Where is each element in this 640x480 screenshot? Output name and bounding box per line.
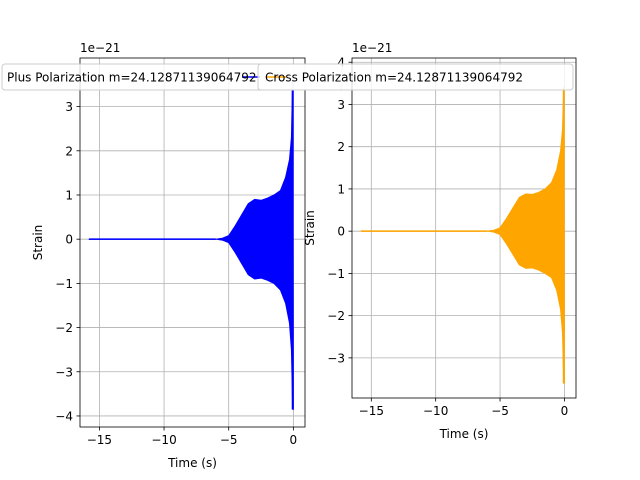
cross-x-tick-label-1: −10 <box>423 404 448 418</box>
plus-x-tick-label-1: −10 <box>151 433 176 447</box>
plus-y-tick-label-2: −2 <box>55 321 73 335</box>
cross-x-axis-label: Time (s) <box>439 427 489 441</box>
cross-y-tick-label-0: −3 <box>327 351 345 365</box>
plus-y-tick-label-4: 0 <box>65 233 73 247</box>
plus-axes-frame <box>79 57 306 428</box>
plus-y-ticks: −4 −3 −2 −1 0 1 2 3 <box>55 100 80 423</box>
cross-strain-series <box>360 87 565 384</box>
cross-legend-box <box>257 63 574 91</box>
cross-y-tick-label-7: 4 <box>337 56 345 70</box>
cross-series-band <box>360 87 565 384</box>
cross-x-tick-label-3: 0 <box>561 404 569 418</box>
cross-x-tick-label-2: −5 <box>491 404 509 418</box>
cross-y-tick-label-2: −1 <box>327 267 345 281</box>
plus-legend-label: Plus Polarization m=24.12871139064792 <box>7 71 257 85</box>
cross-offset-text: 1e−21 <box>352 41 392 55</box>
cross-y-tick-label-4: 1 <box>337 182 345 196</box>
plus-y-tick-label-3: −1 <box>55 277 73 291</box>
cross-y-axis-label: Strain <box>303 210 317 246</box>
plus-y-tick-label-5: 1 <box>65 188 73 202</box>
cross-legend-label: Cross Polarization m=24.12871139064792 <box>265 71 523 85</box>
plus-x-tick-label-0: −15 <box>87 433 112 447</box>
cross-legend: Cross Polarization m=24.12871139064792 <box>257 63 574 91</box>
plus-x-tick-label-2: −5 <box>220 433 238 447</box>
plus-x-tick-label-3: 0 <box>290 433 298 447</box>
cross-y-tick-label-3: 0 <box>337 225 345 239</box>
plus-strain-series <box>88 75 294 410</box>
cross-x-ticks: −15 −10 −5 0 <box>359 398 569 418</box>
cross-y-tick-label-1: −2 <box>327 309 345 323</box>
cross-x-tick-label-0: −15 <box>359 404 384 418</box>
cross-axes-frame <box>351 57 577 399</box>
plus-y-tick-label-7: 3 <box>65 100 73 114</box>
plus-y-tick-label-0: −4 <box>55 409 73 423</box>
plus-y-tick-label-6: 2 <box>65 144 73 158</box>
cross-y-ticks: −3 −2 −1 0 1 2 3 4 <box>327 56 352 365</box>
plus-offset-text: 1e−21 <box>80 41 120 55</box>
cross-y-tick-label-5: 2 <box>337 140 345 154</box>
cross-y-tick-label-6: 3 <box>337 98 345 112</box>
plus-y-axis-label: Strain <box>31 225 45 261</box>
plus-x-ticks: −15 −10 −5 0 <box>87 427 297 447</box>
plus-y-tick-label-1: −3 <box>55 365 73 379</box>
plus-x-axis-label: Time (s) <box>167 456 217 470</box>
plus-legend: Plus Polarization m=24.12871139064792 <box>1 63 343 91</box>
